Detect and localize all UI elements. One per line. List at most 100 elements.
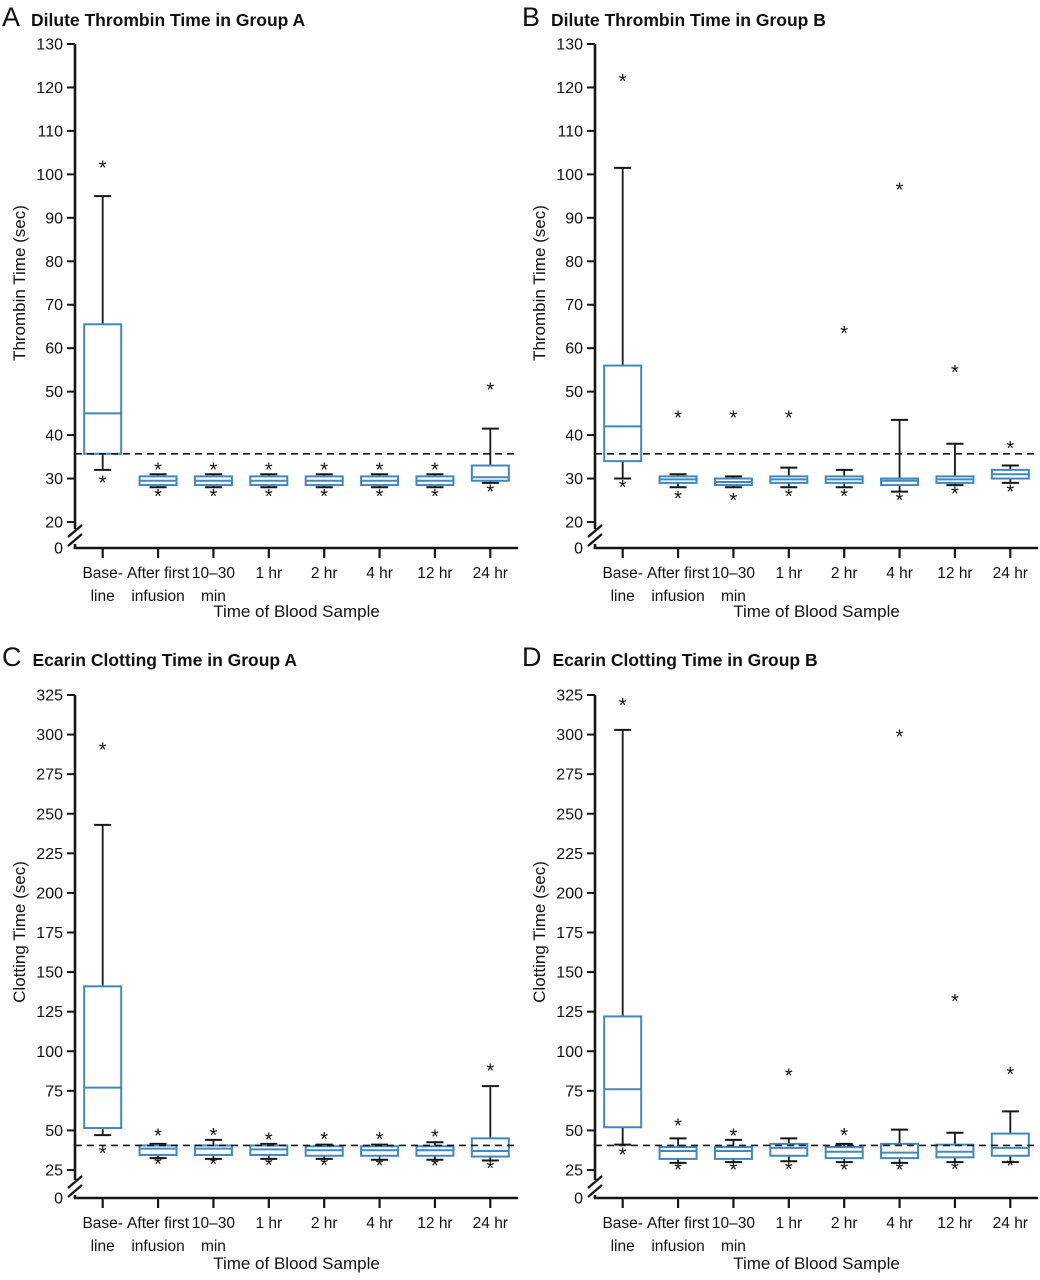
svg-text:*: *: [265, 1155, 273, 1177]
svg-text:110: 110: [37, 123, 63, 140]
svg-text:*: *: [840, 1160, 848, 1182]
svg-text:*: *: [431, 1126, 439, 1148]
svg-text:*: *: [320, 486, 328, 508]
panel-heading-D: Ecarin Clotting Time in Group B: [552, 650, 818, 670]
svg-text:*: *: [619, 695, 627, 717]
svg-text:*: *: [1006, 481, 1014, 503]
svg-text:*: *: [730, 490, 738, 512]
svg-text:*: *: [376, 1156, 384, 1178]
svg-text:*: *: [951, 1159, 959, 1181]
svg-text:*: *: [154, 1154, 162, 1176]
boxplot-canvas-C: * * * * * * * * * * * * * * * * 25 50 75 100 125 150 175 200 225…: [36, 688, 518, 1255]
svg-text:2 hr: 2 hr: [831, 565, 858, 582]
svg-text:4 hr: 4 hr: [366, 1215, 393, 1232]
svg-text:110: 110: [557, 123, 583, 140]
svg-text:225: 225: [556, 846, 583, 863]
svg-text:24 hr: 24 hr: [993, 1215, 1028, 1232]
svg-text:*: *: [154, 486, 162, 508]
panel-D: D Ecarin Clotting Time in Group B Clottin…: [520, 640, 1040, 1280]
svg-text:70: 70: [45, 297, 63, 314]
svg-text:*: *: [730, 408, 738, 430]
svg-text:25: 25: [565, 1163, 583, 1180]
svg-text:80: 80: [565, 254, 583, 271]
svg-text:50: 50: [45, 1123, 63, 1140]
svg-text:Base-: Base-: [82, 1215, 123, 1232]
svg-text:25: 25: [45, 1163, 63, 1180]
boxplot-canvas-D: * * * * * * * * * * * * * * * * 25 50 75 100 125 150 175 200 225…: [556, 688, 1038, 1255]
svg-text:line: line: [91, 588, 115, 605]
svg-text:*: *: [840, 1125, 848, 1147]
svg-text:*: *: [785, 408, 793, 430]
svg-text:*: *: [785, 1065, 793, 1087]
svg-text:*: *: [674, 1160, 682, 1182]
boxplot-canvas-B: * * * * * * * * * * * * * * * * 20 30 40 50 60 70 80 90 100 110 12…: [556, 37, 1038, 605]
svg-text:*: *: [840, 323, 848, 345]
svg-text:Base-: Base-: [82, 565, 123, 582]
svg-text:*: *: [154, 460, 162, 482]
svg-text:75: 75: [45, 1083, 63, 1100]
panel-letter-C: C: [2, 642, 22, 672]
svg-text:2 hr: 2 hr: [311, 1215, 338, 1232]
svg-text:1 hr: 1 hr: [255, 565, 282, 582]
panel-title-C: C Ecarin Clotting Time in Group A: [2, 642, 297, 673]
svg-text:*: *: [674, 408, 682, 430]
svg-text:*: *: [265, 460, 273, 482]
svg-text:1 hr: 1 hr: [775, 565, 802, 582]
svg-text:200: 200: [556, 885, 583, 902]
svg-text:*: *: [486, 379, 494, 401]
svg-text:90: 90: [565, 210, 583, 227]
svg-text:200: 200: [36, 885, 63, 902]
svg-text:*: *: [376, 1129, 384, 1151]
svg-text:*: *: [730, 1160, 738, 1182]
svg-text:70: 70: [565, 297, 583, 314]
svg-text:125: 125: [36, 1004, 63, 1021]
svg-text:*: *: [376, 486, 384, 508]
svg-text:*: *: [376, 460, 384, 482]
svg-text:0: 0: [574, 541, 583, 558]
svg-text:0: 0: [574, 1191, 583, 1208]
svg-text:*: *: [486, 1158, 494, 1180]
svg-text:*: *: [265, 486, 273, 508]
svg-text:100: 100: [36, 167, 63, 184]
svg-text:*: *: [1006, 438, 1014, 460]
panel-C: C Ecarin Clotting Time in Group A Clottin…: [0, 640, 520, 1280]
panel-title-A: A Dilute Thrombin Time in Group A: [2, 2, 305, 33]
svg-text:*: *: [210, 1154, 218, 1176]
svg-text:100: 100: [556, 167, 583, 184]
svg-text:*: *: [320, 1155, 328, 1177]
svg-text:*: *: [486, 1061, 494, 1083]
panel-A: A Dilute Thrombin Time in Group A Thrombi…: [0, 0, 520, 640]
boxplot-canvas-A: * * * * * * * * * * * * * * * * 20 30 40 50 60 70 80 90 100 110 12…: [36, 37, 518, 605]
svg-text:50: 50: [565, 384, 583, 401]
svg-text:*: *: [210, 486, 218, 508]
svg-text:24 hr: 24 hr: [473, 565, 508, 582]
svg-text:*: *: [785, 1159, 793, 1181]
svg-text:40: 40: [565, 428, 583, 445]
svg-text:line: line: [611, 1238, 635, 1255]
svg-text:175: 175: [36, 925, 63, 942]
svg-text:*: *: [619, 1145, 627, 1167]
svg-text:275: 275: [36, 767, 63, 784]
svg-text:325: 325: [36, 688, 63, 705]
svg-text:*: *: [265, 1130, 273, 1152]
svg-text:min: min: [721, 1238, 746, 1255]
svg-text:*: *: [99, 158, 107, 180]
svg-text:4 hr: 4 hr: [886, 1215, 913, 1232]
svg-text:infusion: infusion: [131, 1238, 184, 1255]
svg-text:*: *: [486, 481, 494, 503]
svg-text:175: 175: [556, 925, 583, 942]
panel-heading-B: Dilute Thrombin Time in Group B: [551, 10, 826, 30]
panel-letter-D: D: [522, 642, 542, 672]
svg-text:*: *: [154, 1126, 162, 1148]
x-axis-title-C: Time of Blood Sample: [213, 1254, 380, 1273]
svg-text:24 hr: 24 hr: [473, 1215, 508, 1232]
svg-text:*: *: [99, 739, 107, 761]
svg-text:10–30: 10–30: [712, 565, 755, 582]
svg-text:*: *: [1006, 1156, 1014, 1178]
svg-text:250: 250: [556, 806, 583, 823]
svg-text:*: *: [99, 1143, 107, 1165]
svg-text:10–30: 10–30: [712, 1215, 755, 1232]
svg-text:50: 50: [45, 384, 63, 401]
svg-text:After first: After first: [647, 565, 710, 582]
